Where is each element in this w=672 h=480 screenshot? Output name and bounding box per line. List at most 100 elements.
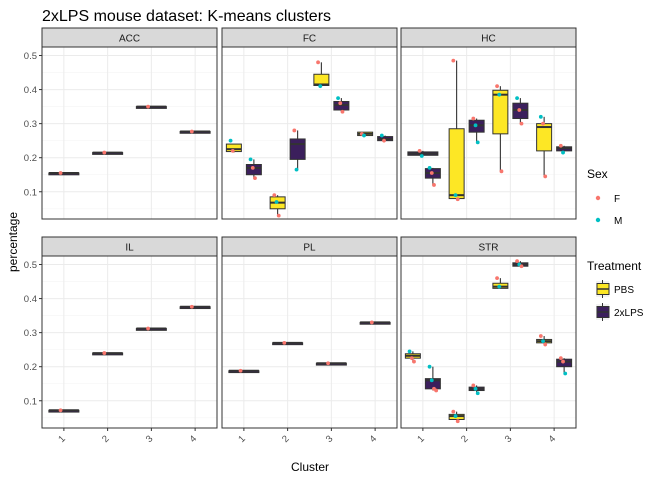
panel-acc: ACC 0.1 0.2 0.3 0.4 0.5 <box>24 27 218 220</box>
x-tick-label: 3 <box>503 433 515 445</box>
box-cluster-2-2xlps <box>468 383 485 396</box>
data-point-f <box>519 121 524 126</box>
sex-legend: Sex FM <box>587 167 622 227</box>
y-tick-label: 0.2 <box>24 362 37 373</box>
box-cluster-1-single <box>407 148 439 158</box>
panel-grid <box>222 47 397 219</box>
data-point-f <box>102 150 107 155</box>
data-point-f <box>499 169 504 174</box>
y-tick-label: 0.2 <box>24 153 37 164</box>
box-body <box>492 89 509 135</box>
panel-hc: HC <box>400 27 577 220</box>
data-point-m <box>473 386 478 391</box>
data-point-f <box>543 342 548 347</box>
data-point-m <box>473 123 478 128</box>
y-tick-label: 0.1 <box>24 396 37 407</box>
box-cluster-4-single <box>179 129 211 134</box>
data-point-f <box>541 121 545 126</box>
box-cluster-2-2xlps <box>468 116 485 145</box>
legend-label: PBS <box>614 285 634 296</box>
y-tick-label: 0.3 <box>24 119 37 130</box>
box-cluster-3-pbs <box>492 276 509 289</box>
legend-title: Sex <box>587 167 608 181</box>
y-tick-label: 0.5 <box>24 51 37 62</box>
panel-border <box>221 46 398 220</box>
data-point-f <box>316 60 320 65</box>
data-point-f <box>146 104 150 109</box>
y-tick-label: 0.1 <box>24 187 37 198</box>
panel-il: IL 0.1 0.2 0.3 0.4 0.5 1 2 3 4 <box>24 236 218 445</box>
box-cluster-1-single <box>228 368 260 374</box>
data-point-f <box>558 356 563 361</box>
data-point-f <box>292 128 297 133</box>
data-point-f <box>432 183 436 187</box>
x-tick-label: 4 <box>368 433 380 445</box>
box-cluster-3-pbs <box>313 60 330 89</box>
data-point-m <box>274 200 279 204</box>
x-tick-label: 2 <box>280 433 292 445</box>
facet-label: IL <box>125 243 134 254</box>
data-point-m <box>475 391 480 396</box>
x-tick-label: 1 <box>236 433 248 445</box>
chart-title: 2xLPS mouse dataset: K-means clusters <box>42 8 331 25</box>
box-cluster-3-single <box>135 326 167 331</box>
data-point-f <box>276 213 281 218</box>
box-cluster-3-single <box>135 104 167 109</box>
data-point-m <box>453 414 458 418</box>
data-point-m <box>563 371 568 376</box>
legend-key-sex-m <box>595 217 601 223</box>
box-cluster-3-single <box>315 361 347 366</box>
panel-border <box>221 255 398 429</box>
data-point-m <box>429 378 434 383</box>
data-point-m <box>248 157 253 162</box>
box-cluster-2-pbs <box>269 193 286 218</box>
data-point-f <box>429 171 434 175</box>
data-point-f <box>58 408 63 413</box>
box-cluster-4-pbs <box>357 131 374 138</box>
legend: Sex FM Treatment PBS 2xLPS <box>587 167 644 321</box>
panel-fc: FC <box>221 27 398 220</box>
data-point-m <box>538 114 543 119</box>
data-point-f <box>340 109 345 114</box>
data-point-f <box>230 148 235 153</box>
box-cluster-4-2xlps <box>556 143 573 155</box>
data-point-m <box>561 150 565 155</box>
data-point-m <box>318 84 323 89</box>
facet-label: ACC <box>119 34 140 45</box>
data-point-m <box>228 138 233 143</box>
data-point-f <box>272 193 277 198</box>
data-point-f <box>558 143 563 148</box>
panel-grid <box>42 256 217 428</box>
data-point-f <box>369 320 374 325</box>
box-body <box>448 128 465 200</box>
data-point-f <box>561 359 565 364</box>
box-cluster-3-2xlps <box>512 96 529 126</box>
data-point-m <box>379 133 384 138</box>
facet-label: FC <box>303 34 316 45</box>
box-body <box>289 138 306 160</box>
data-point-m <box>336 96 340 100</box>
data-point-m <box>475 140 480 145</box>
x-tick-label: 3 <box>144 433 156 445</box>
panel-border <box>400 46 577 220</box>
y-tick-label: 0.4 <box>24 85 37 96</box>
box-cluster-2-single <box>272 340 304 346</box>
box-cluster-1-2xlps <box>424 166 441 187</box>
x-tick-label: 1 <box>56 433 68 445</box>
panel-grid <box>401 47 576 219</box>
box-cluster-1-pbs <box>225 138 242 153</box>
panel-str: STR 1 2 3 4 <box>400 236 577 445</box>
data-point-f <box>102 351 107 355</box>
box-cluster-2-pbs <box>448 58 465 202</box>
data-point-f <box>409 356 414 361</box>
box-cluster-4-single <box>179 304 211 310</box>
data-point-f <box>238 368 243 373</box>
data-point-f <box>455 419 460 424</box>
data-point-f <box>471 116 476 121</box>
data-point-f <box>434 388 439 393</box>
box-cluster-4-2xlps <box>377 133 394 143</box>
data-point-f <box>517 108 522 112</box>
box-cluster-2-single <box>92 150 124 155</box>
y-axis-title: percentage <box>6 212 20 272</box>
box-cluster-4-2xlps <box>556 356 573 376</box>
